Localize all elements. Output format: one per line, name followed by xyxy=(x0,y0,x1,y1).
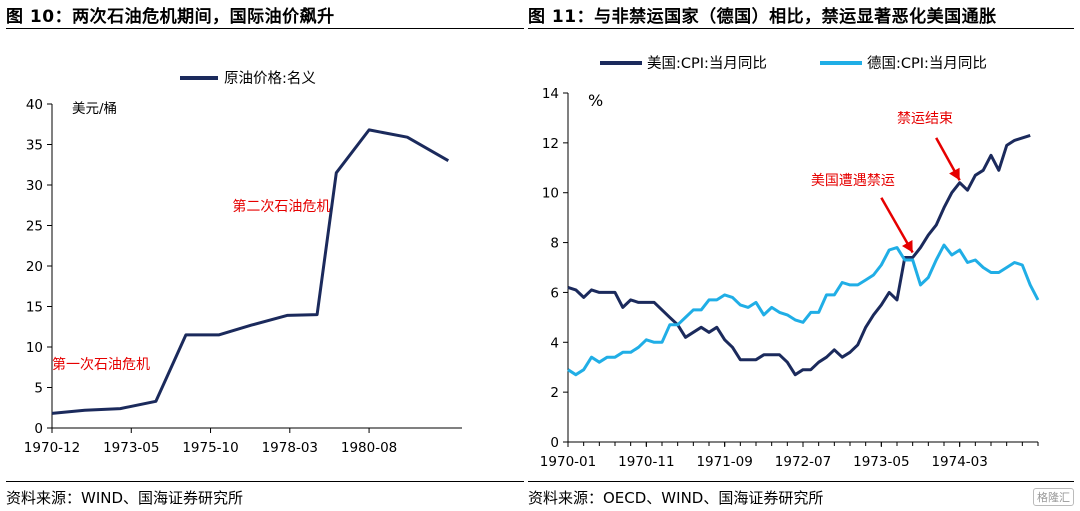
y-tick-label: 40 xyxy=(26,97,43,113)
y-tick-label: 10 xyxy=(26,340,43,356)
series-line-0 xyxy=(51,128,450,415)
right-series xyxy=(567,133,1040,377)
annotation-arrowhead xyxy=(949,167,960,181)
annotation-label: 第二次石油危机 xyxy=(232,198,330,215)
left-series xyxy=(51,128,450,415)
series-line-0 xyxy=(567,133,1031,377)
y-tick-label: 8 xyxy=(550,236,559,252)
left-title-rule xyxy=(6,28,524,29)
annotation-label: 禁运结束 xyxy=(897,111,953,127)
x-tick-label: 1970-12 xyxy=(24,440,80,456)
y-tick-label: 2 xyxy=(550,385,559,401)
x-tick-label: 1975-10 xyxy=(182,440,238,456)
right-source-rule xyxy=(528,481,1074,482)
x-tick-label: 1980-08 xyxy=(341,440,397,456)
y-tick-label: 6 xyxy=(550,285,559,301)
left-annotations: 第一次石油危机 第二次石油危机 xyxy=(52,198,330,373)
right-legend: 美国:CPI:当月同比 德国:CPI:当月同比 xyxy=(600,55,987,72)
annotation-arrowhead xyxy=(902,240,913,253)
x-tick-label: 1970-01 xyxy=(540,454,596,470)
y-tick-label: 12 xyxy=(542,136,559,152)
y-tick-label: 25 xyxy=(26,219,43,235)
x-tick-label: 1970-11 xyxy=(618,454,674,470)
y-tick-label: 5 xyxy=(34,381,43,397)
y-tick-label: 15 xyxy=(26,300,43,316)
x-tick-label: 1973-05 xyxy=(103,440,159,456)
y-tick-label: 35 xyxy=(26,138,43,154)
y-tick-label: 0 xyxy=(34,421,43,437)
left-source: 资料来源：WIND、国海证券研究所 xyxy=(6,489,244,507)
y-tick-label: 10 xyxy=(542,186,559,202)
right-axes: 0 2 4 6 8 10 12 14 1970-01 1970-11 1971-09 1972-07 1… xyxy=(540,86,1039,470)
right-annotations: 美国遭遇禁运 禁运结束 xyxy=(811,111,961,254)
annotation-label: 第一次石油危机 xyxy=(52,356,150,373)
oil-price-chart: 0 5 10 15 20 25 30 35 40 1970-12 1973-05 1975-10 197… xyxy=(24,70,462,456)
left-legend: 原油价格:名义 xyxy=(180,70,316,87)
watermark-logo: 格隆汇 xyxy=(1033,488,1074,506)
y-tick-label: 0 xyxy=(550,435,559,451)
x-tick-label: 1973-05 xyxy=(853,454,909,470)
x-tick-label: 1971-09 xyxy=(696,454,752,470)
left-source-rule xyxy=(6,481,524,482)
right-title-rule xyxy=(528,28,1074,29)
right-unit-label: % xyxy=(588,91,603,110)
left-chart-title: 图 10：两次石油危机期间，国际油价飙升 xyxy=(6,7,335,27)
right-source: 资料来源：OECD、WIND、国海证券研究所 xyxy=(528,489,824,507)
left-unit-label: 美元/桶 xyxy=(72,101,117,117)
legend-label-de: 德国:CPI:当月同比 xyxy=(867,55,987,72)
x-tick-label: 1974-03 xyxy=(931,454,987,470)
left-axes: 0 5 10 15 20 25 30 35 40 1970-12 1973-05 1975-10 197… xyxy=(24,97,462,456)
y-tick-label: 30 xyxy=(26,178,43,194)
y-tick-label: 4 xyxy=(550,335,559,351)
series-line-1 xyxy=(567,243,1040,377)
y-tick-label: 14 xyxy=(542,86,559,102)
y-tick-label: 20 xyxy=(26,259,43,275)
legend-label-us: 美国:CPI:当月同比 xyxy=(647,55,767,72)
x-tick-label: 1978-03 xyxy=(262,440,318,456)
cpi-chart: 0 2 4 6 8 10 12 14 1970-01 1970-11 1971-09 1972-07 1… xyxy=(540,55,1040,470)
annotation-label: 美国遭遇禁运 xyxy=(811,173,895,189)
x-tick-label: 1972-07 xyxy=(775,454,831,470)
right-chart-title: 图 11：与非禁运国家（德国）相比，禁运显著恶化美国通胀 xyxy=(528,7,997,27)
legend-label-oil: 原油价格:名义 xyxy=(224,70,316,87)
